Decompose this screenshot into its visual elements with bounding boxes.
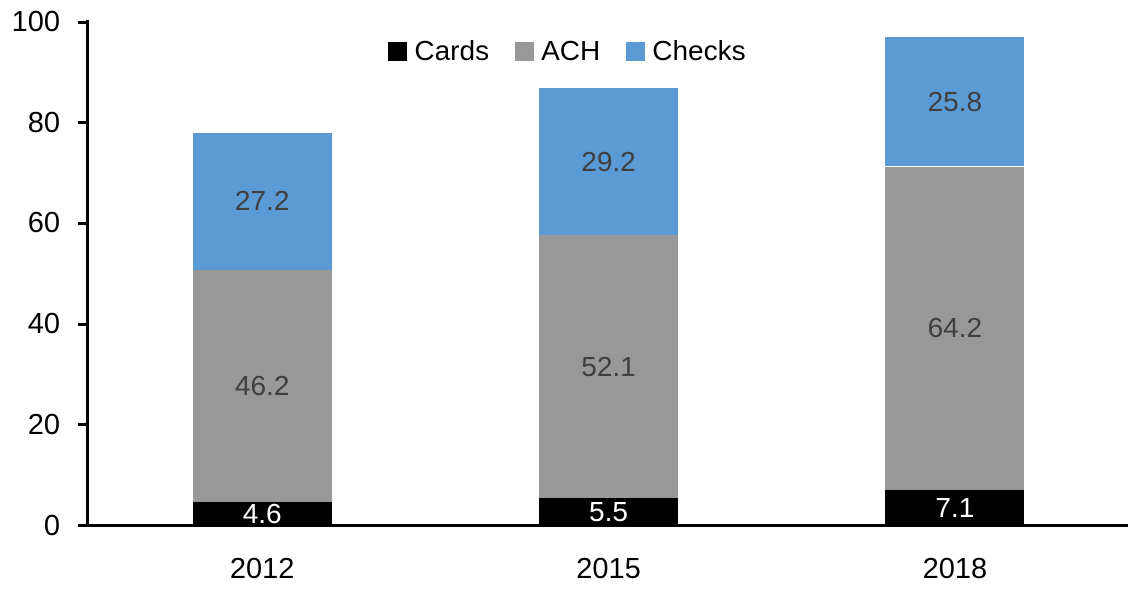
y-axis-tick-label: 100 <box>11 6 60 38</box>
bar-segment-checks-2015: 29.2 <box>539 88 678 236</box>
x-axis-category-label: 2018 <box>922 553 988 585</box>
bar-segment-checks-2018: 25.8 <box>885 36 1025 167</box>
y-axis-tick <box>78 524 89 527</box>
y-axis-tick-label: 20 <box>27 408 60 441</box>
bar-value-label: 25.8 <box>927 85 983 117</box>
y-axis-tick <box>78 221 89 225</box>
y-axis-tick <box>78 121 89 125</box>
bar-segment-ach-2018: 64.2 <box>885 166 1025 490</box>
bar-value-label: 7.1 <box>935 491 975 523</box>
bar-segment-ach-2015: 52.1 <box>539 235 678 498</box>
legend-item-checks: Checks <box>626 35 746 66</box>
x-axis-category-label: 2015 <box>576 553 641 585</box>
bar-segment-cards-2015: 5.5 <box>539 495 678 527</box>
bar-value-label: 64.2 <box>927 312 983 344</box>
y-axis-tick-label: 0 <box>43 509 60 542</box>
legend-item-label: ACH <box>541 35 601 66</box>
legend-item-ach: ACH <box>515 37 600 65</box>
bar-segment-checks-2012: 27.2 <box>192 132 332 270</box>
y-axis-tick <box>78 423 89 427</box>
legend-item-cards: Cards <box>388 37 489 65</box>
y-axis-tick-label: 80 <box>27 106 60 139</box>
y-axis-line <box>86 20 89 527</box>
y-axis-tick <box>78 322 89 326</box>
bar-value-label: 4.6 <box>242 497 282 529</box>
legend-swatch-icon <box>626 41 646 61</box>
legend-swatch-icon <box>388 41 408 61</box>
bar-value-label: 27.2 <box>234 185 290 217</box>
bar-value-label: 5.5 <box>589 495 628 527</box>
legend-item-label: Cards <box>414 35 490 66</box>
chart-legend: Cards ACH Checks <box>0 34 1134 68</box>
x-axis-category-label: 2012 <box>229 553 295 585</box>
bar-segment-cards-2018: 7.1 <box>885 489 1025 526</box>
legend-item-label: Checks <box>652 35 746 66</box>
y-axis-tick <box>78 20 89 24</box>
bar-value-label: 46.2 <box>234 370 290 402</box>
bar-value-label: 52.1 <box>581 350 636 382</box>
bar-segment-ach-2012: 46.2 <box>192 269 332 503</box>
bar-value-label: 29.2 <box>581 145 636 177</box>
legend-swatch-icon <box>515 41 535 61</box>
y-axis-tick-label: 60 <box>27 207 60 240</box>
x-axis-line <box>86 524 1128 527</box>
y-axis-tick-label: 40 <box>27 308 60 341</box>
bar-segment-cards-2012: 4.6 <box>192 497 332 529</box>
